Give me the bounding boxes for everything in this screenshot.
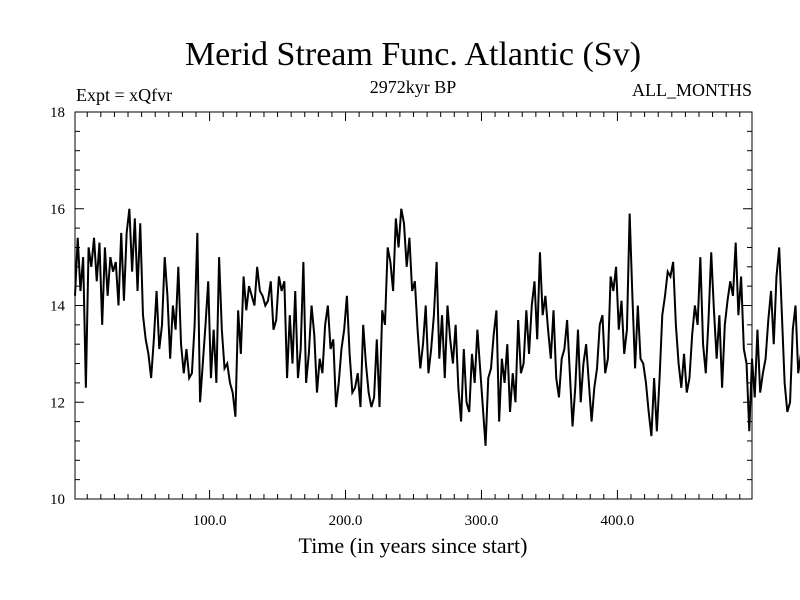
series-line <box>74 208 800 446</box>
chart-title: Merid Stream Func. Atlantic (Sv) <box>185 36 641 73</box>
months-label: ALL_MONTHS <box>632 80 752 100</box>
experiment-label: Expt = xQfvr <box>76 85 172 105</box>
y-tick-label: 14 <box>50 299 66 315</box>
x-tick-label: 300.0 <box>465 513 499 529</box>
x-tick-label: 200.0 <box>329 513 363 529</box>
y-tick-label: 10 <box>50 492 65 508</box>
x-tick-label: 400.0 <box>601 513 635 529</box>
y-tick-label: 12 <box>50 395 65 411</box>
period-label: 2972kyr BP <box>370 77 457 97</box>
tick-labels: 100.0 200.0 300.0 400.0 10 12 14 16 18 <box>50 105 634 529</box>
y-tick-label: 18 <box>50 105 65 121</box>
x-tick-label: 100.0 <box>193 513 227 529</box>
x-axis-label: Time (in years since start) <box>299 533 528 558</box>
y-tick-label: 16 <box>50 202 66 218</box>
